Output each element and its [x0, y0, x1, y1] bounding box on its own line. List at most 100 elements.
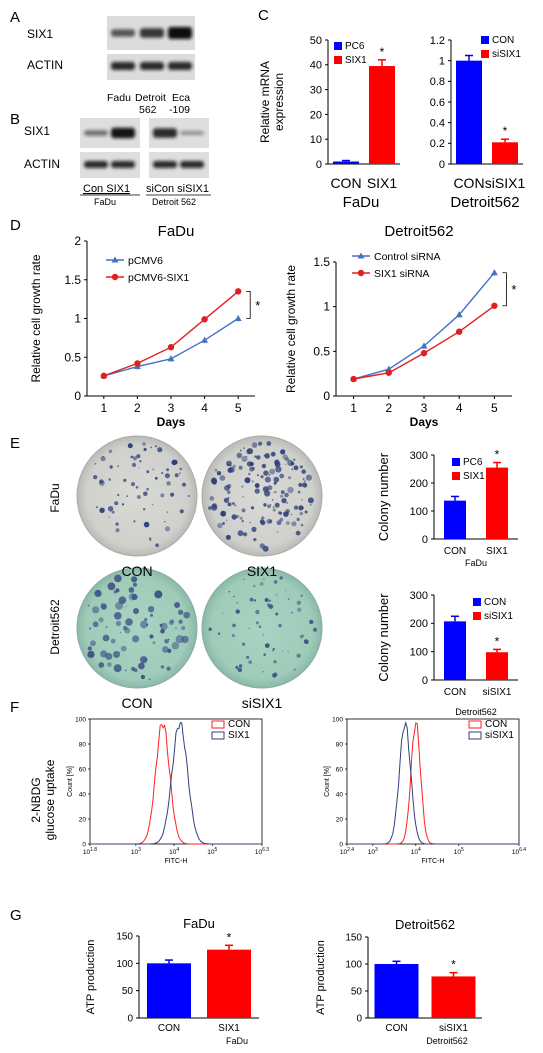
panel-letter-a: A [10, 9, 20, 26]
colony [285, 590, 287, 592]
y-tick-label: 20 [79, 817, 87, 824]
colony [148, 678, 151, 681]
x-tick-label: SIX1 [218, 1023, 240, 1034]
colony [239, 516, 243, 520]
colony [243, 532, 248, 537]
y-tick-label: 2 [74, 234, 81, 248]
band-b-actin [111, 161, 135, 168]
x-tick-label: 105 [454, 847, 464, 856]
y-tick-label: 40 [79, 792, 87, 799]
colony [300, 523, 304, 527]
colony [286, 501, 289, 504]
colony [300, 594, 303, 597]
x-axis-label: FITC-H [165, 858, 188, 865]
colony [87, 650, 95, 659]
y-tick-label: 80 [79, 742, 87, 749]
y-tick-label: 0 [316, 159, 322, 171]
colony [264, 453, 270, 459]
x-tick-label: 3 [168, 401, 175, 415]
dish-row-label-fadu: FaDu [48, 483, 62, 512]
colony [264, 490, 271, 497]
x-axis-label: Detroit562 [450, 194, 519, 211]
x-tick-label: 3 [421, 401, 428, 415]
colony [276, 520, 282, 526]
x-tick-label: 2 [134, 401, 141, 415]
chart-e-bottom: 0 100 200 300 CON * siSIX1 Detroit562 Colony num… [376, 590, 518, 717]
colony [242, 495, 244, 498]
legend-label: CON [484, 597, 506, 608]
legend-label: pCMV6 [128, 255, 163, 267]
colony [210, 504, 218, 511]
colony [299, 635, 304, 639]
colony [253, 599, 257, 602]
colony [241, 485, 244, 488]
x-tick-label: siSIX1 [483, 687, 512, 698]
legend-marker [357, 252, 365, 259]
y-tick-label: 0 [74, 389, 81, 403]
x-tick-label: 5 [491, 401, 498, 415]
band-b-six1 [153, 128, 177, 138]
x-tick-label: 106.4 [512, 847, 526, 856]
x-tick-label: CON [444, 546, 466, 557]
significance-star: * [495, 448, 500, 462]
colony [114, 612, 122, 620]
colony [251, 526, 257, 533]
colony [136, 495, 141, 499]
y-tick-label: 30 [310, 84, 322, 96]
colony [228, 590, 231, 593]
colony [272, 506, 275, 509]
y-tick-label: 200 [410, 618, 428, 630]
y-axis-label: Relative cell growth rate [284, 265, 298, 393]
colony [268, 604, 274, 609]
significance-star: * [495, 634, 500, 648]
chart-g-left: 0 50 100 150 CON * SIX1 FaDu ATP production FaDu [85, 916, 259, 1046]
colony [232, 502, 235, 505]
colony [275, 612, 279, 616]
blot-a-lane-fadu: Fadu [107, 92, 131, 104]
colony [227, 497, 230, 499]
colony [136, 454, 141, 459]
colony [140, 674, 145, 680]
colony [274, 502, 280, 508]
dish-label-fadu-six1: SIX1 [247, 563, 278, 579]
colony [303, 480, 306, 483]
colony [255, 621, 259, 625]
legend-label: siSIX1 [485, 730, 514, 741]
colony [166, 468, 170, 472]
colony [164, 526, 171, 532]
dish-fadu-six1 [201, 435, 323, 557]
x-axis-label: Detroit562 [455, 707, 497, 717]
legend-swatch [452, 458, 460, 466]
colony [248, 627, 250, 630]
significance-bracket [246, 290, 251, 319]
colony [260, 520, 266, 526]
colony [118, 596, 127, 604]
legend-swatch [468, 720, 482, 729]
x-tick-label: CON [444, 687, 466, 698]
colony [179, 467, 183, 471]
colony [222, 612, 224, 614]
colony [253, 585, 256, 588]
colony [146, 470, 150, 474]
y-tick-label: 100 [410, 647, 428, 659]
data-point [490, 269, 498, 276]
significance-star: * [227, 930, 232, 944]
x-tick-label: 103 [368, 847, 378, 856]
x-tick-label: 105 [207, 847, 217, 856]
colony [100, 456, 106, 462]
data-point [167, 343, 175, 351]
y-tick-label: 0 [356, 1014, 362, 1025]
data-point [201, 336, 209, 343]
colony [249, 597, 254, 602]
colony [109, 465, 113, 469]
x-tick-label: 5 [235, 401, 242, 415]
legend-swatch [211, 720, 225, 729]
colony [263, 504, 266, 507]
legend-label: pCMV6-SIX1 [128, 272, 189, 284]
y-tick-label: 0 [339, 842, 343, 849]
colony [285, 509, 290, 514]
colony [92, 621, 99, 628]
colony [135, 486, 139, 489]
colony [143, 521, 150, 528]
colony [102, 634, 110, 642]
